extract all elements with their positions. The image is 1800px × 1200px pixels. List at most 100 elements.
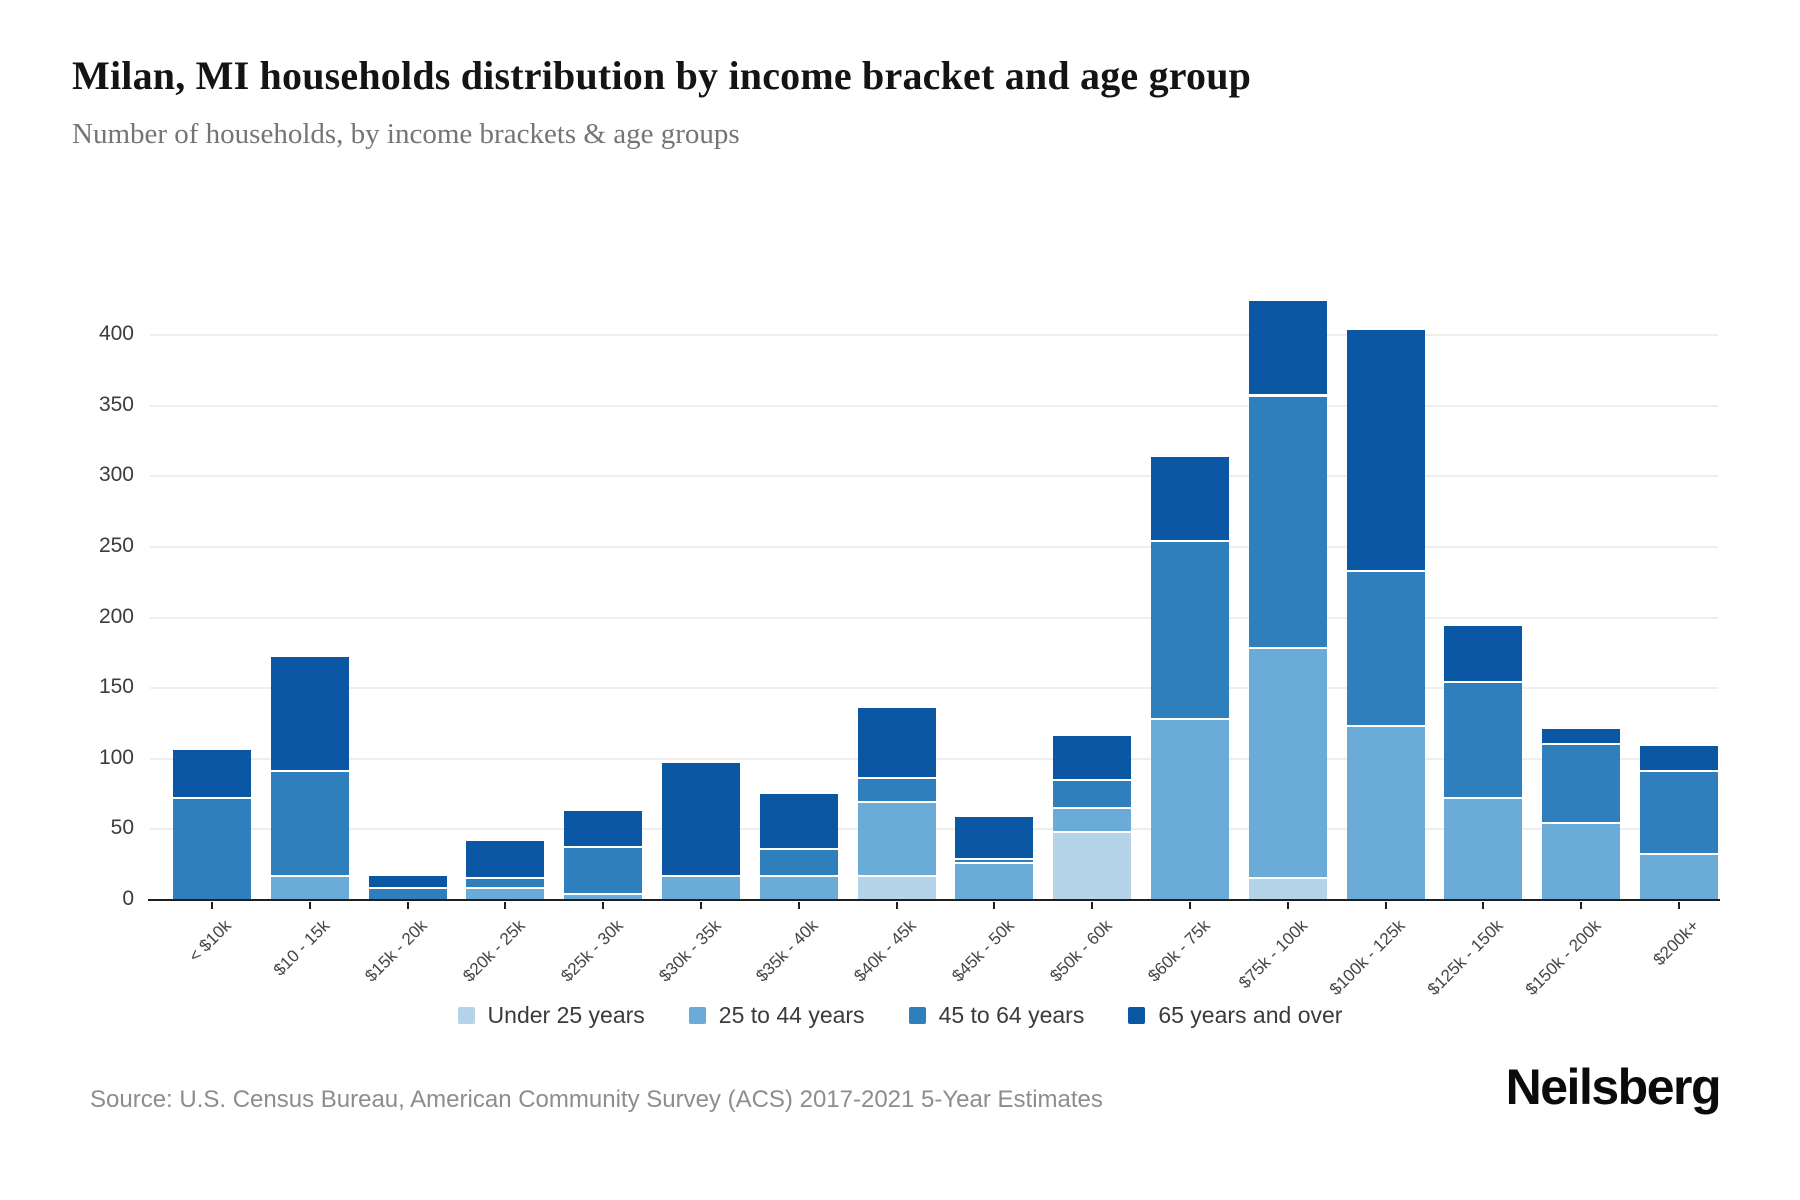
bar-segment[interactable] [1640, 746, 1718, 771]
bar-segment[interactable] [857, 777, 936, 802]
legend-swatch-icon [457, 1007, 475, 1024]
bar-segment[interactable] [564, 811, 643, 847]
bar-segment[interactable] [1346, 724, 1425, 900]
legend-swatch-icon [688, 1007, 706, 1024]
bar-segment[interactable] [1053, 778, 1132, 807]
x-axis-tick-label: $60k - 75k [1143, 916, 1214, 986]
x-axis-tick-label: $200k+ [1649, 916, 1703, 970]
legend-label: 45 to 64 years [938, 1002, 1085, 1028]
y-gridline [150, 616, 1718, 619]
bar-segment[interactable] [173, 750, 251, 797]
bar-segment[interactable] [1053, 830, 1132, 900]
bar-segment[interactable] [1151, 717, 1229, 900]
x-axis-tick [1678, 902, 1680, 909]
y-axis-tick-label: 250 [98, 534, 134, 557]
x-axis-tick-label: < $10k [185, 916, 236, 966]
legend-swatch-icon [1128, 1007, 1146, 1024]
bar-segment[interactable] [270, 770, 349, 875]
bar-segment[interactable] [1444, 626, 1523, 682]
bar-segment[interactable] [466, 877, 545, 888]
x-axis-tick [602, 902, 605, 909]
bar-segment[interactable] [1248, 647, 1327, 878]
bar-segment[interactable] [759, 794, 838, 848]
bar-segment[interactable] [857, 874, 936, 900]
page-title: Milan, MI households distribution by inc… [72, 53, 1252, 98]
bar-segment[interactable] [1346, 329, 1425, 570]
y-axis-tick-label: 0 [122, 887, 134, 910]
x-axis-tick [406, 902, 409, 909]
bar-segment[interactable] [759, 874, 838, 900]
x-axis-tick [797, 902, 800, 909]
bar-segment[interactable] [1542, 729, 1621, 744]
x-axis-tick [1091, 902, 1094, 909]
x-axis-tick [1384, 902, 1387, 909]
bar-segment[interactable] [1542, 743, 1621, 823]
bar-segment[interactable] [270, 657, 349, 771]
bar-segment[interactable] [1151, 456, 1229, 540]
y-gridline [150, 334, 1718, 337]
x-axis-line [148, 899, 1720, 901]
bar-segment[interactable] [564, 892, 643, 900]
x-axis-tick [895, 902, 898, 909]
bar-segment[interactable] [270, 874, 349, 900]
x-axis-tick-label: $125k - 150k [1423, 916, 1507, 999]
legend-item[interactable]: 65 years and over [1128, 1002, 1342, 1029]
x-axis-tick-label: $45k - 50k [948, 916, 1018, 986]
x-axis-tick [993, 902, 996, 909]
bar-segment[interactable] [466, 887, 545, 900]
bar-segment[interactable] [759, 847, 838, 875]
bar-segment[interactable] [857, 801, 936, 875]
page-subtitle: Number of households, by income brackets… [72, 118, 740, 150]
bar-segment[interactable] [1640, 853, 1718, 900]
x-axis-tick-label: $20k - 25k [459, 916, 529, 986]
bar-segment[interactable] [1248, 394, 1327, 648]
bar-segment[interactable] [955, 857, 1034, 862]
x-axis-tick-label: $10 - 15k [269, 916, 334, 980]
legend-label: Under 25 years [487, 1002, 645, 1028]
x-axis-tick [504, 902, 507, 909]
y-gridline [150, 687, 1718, 690]
bar-segment[interactable] [1444, 681, 1523, 797]
x-axis-tick-label: $50k - 60k [1046, 916, 1116, 986]
y-gridline [150, 404, 1718, 407]
legend-item[interactable]: 25 to 44 years [688, 1002, 865, 1029]
y-axis-tick-label: 150 [98, 675, 134, 699]
y-axis-tick-label: 50 [110, 816, 134, 840]
x-axis-tick-label: $25k - 30k [557, 916, 627, 986]
bar-segment[interactable] [1248, 877, 1327, 900]
source-attribution: Source: U.S. Census Bureau, American Com… [90, 1086, 1103, 1113]
y-gridline [150, 546, 1718, 548]
x-axis-tick-label: $40k - 45k [850, 916, 921, 986]
bar-segment[interactable] [955, 861, 1034, 900]
bar-segment[interactable] [662, 763, 740, 875]
bar-segment[interactable] [1053, 806, 1132, 831]
x-axis-tick [1189, 902, 1191, 909]
legend-item[interactable]: Under 25 years [457, 1002, 645, 1029]
bar-segment[interactable] [662, 874, 740, 900]
bar-segment[interactable] [1248, 301, 1327, 395]
bar-segment[interactable] [173, 796, 251, 900]
bar-segment[interactable] [368, 887, 447, 900]
x-axis-tick-label: $100k - 125k [1326, 916, 1410, 999]
bar-segment[interactable] [857, 707, 936, 778]
y-axis-tick-label: 400 [98, 322, 134, 346]
bar-segment[interactable] [955, 816, 1034, 858]
bar-segment[interactable] [368, 875, 447, 888]
bar-segment[interactable] [1053, 736, 1132, 779]
x-axis-tick-label: $150k - 200k [1521, 916, 1605, 999]
bar-segment[interactable] [1346, 569, 1425, 725]
bar-segment[interactable] [1640, 770, 1718, 854]
legend-label: 25 to 44 years [718, 1002, 865, 1028]
x-axis-tick [211, 902, 213, 909]
legend-item[interactable]: 45 to 64 years [908, 1002, 1085, 1029]
bar-segment[interactable] [1444, 796, 1523, 900]
bar-segment[interactable] [1542, 822, 1621, 900]
y-axis-tick-label: 300 [98, 463, 134, 487]
bar-segment[interactable] [564, 846, 643, 893]
bar-segment[interactable] [1151, 539, 1229, 718]
x-axis-tick [1580, 902, 1583, 909]
bar-segment[interactable] [466, 840, 545, 878]
x-axis-tick-label: $35k - 40k [752, 916, 823, 986]
